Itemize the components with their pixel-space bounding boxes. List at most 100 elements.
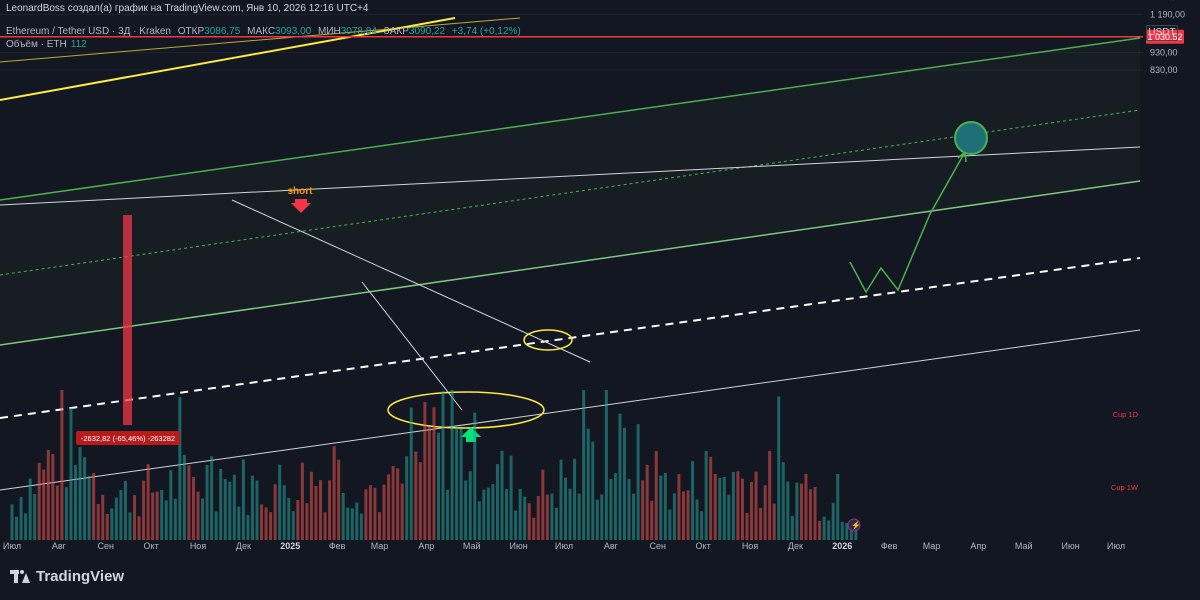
volume-bar bbox=[595, 499, 599, 540]
volume-bar bbox=[532, 517, 536, 540]
close-label: ЗАКР bbox=[383, 26, 409, 37]
volume-bar bbox=[37, 462, 41, 540]
volume-bar bbox=[418, 462, 422, 540]
channel-fill bbox=[0, 38, 1140, 345]
volume-bar bbox=[377, 512, 381, 540]
time-axis: Июл Авг Сен Окт Ноя Дек 2025 Фев Мар Апр Май Июн Июл… bbox=[3, 541, 1125, 551]
volume-bar bbox=[545, 494, 549, 540]
volume-bar bbox=[78, 447, 82, 540]
volume-bar bbox=[350, 508, 354, 540]
volume-bar bbox=[659, 475, 663, 540]
volume-bars bbox=[10, 390, 858, 540]
volume-bar bbox=[686, 490, 690, 540]
volume-bar bbox=[609, 478, 613, 540]
time-tick-label: Фев bbox=[329, 541, 346, 551]
lightning-icon[interactable] bbox=[847, 518, 861, 532]
volume-bar bbox=[332, 446, 336, 540]
volume-bar bbox=[232, 474, 236, 540]
volume-bar bbox=[346, 507, 350, 540]
time-tick-label: Июл bbox=[3, 541, 21, 551]
volume-bar bbox=[214, 511, 218, 540]
buy-arrow-icon bbox=[461, 427, 481, 442]
volume-bar bbox=[722, 476, 726, 540]
brand-name: TradingView bbox=[36, 568, 125, 585]
yellow-trendline-thin bbox=[0, 17, 521, 63]
volume-bar bbox=[554, 507, 558, 540]
volume-bar bbox=[105, 513, 109, 540]
drawings bbox=[0, 17, 1141, 491]
volume-bar bbox=[33, 494, 37, 540]
volume-bar bbox=[269, 512, 273, 540]
symbol-legend[interactable]: Ethereum / Tether USD · 3Д · Kraken ОТКР… bbox=[6, 26, 521, 37]
volume-bar bbox=[781, 462, 785, 540]
footer: TradingView bbox=[0, 558, 1200, 600]
volume-bar bbox=[455, 427, 459, 540]
time-tick-label: Дек bbox=[788, 541, 803, 551]
volume-bar bbox=[636, 424, 640, 540]
volume-bar bbox=[586, 428, 590, 540]
symbol-name[interactable]: Ethereum / Tether USD · 3Д · Kraken bbox=[6, 26, 171, 37]
volume-bar bbox=[740, 478, 744, 540]
volume-bar bbox=[364, 489, 368, 540]
volume-bar bbox=[482, 489, 486, 540]
price-tick-label: 830,00 bbox=[1150, 65, 1178, 75]
volume-bar bbox=[173, 498, 177, 540]
volume-bar bbox=[368, 485, 372, 540]
time-tick-label: Июн bbox=[510, 541, 528, 551]
volume-bar bbox=[10, 504, 14, 540]
volume-bar bbox=[427, 426, 431, 540]
volume-bar bbox=[750, 481, 754, 540]
volume-bar bbox=[759, 507, 763, 540]
volume-bar bbox=[237, 506, 241, 540]
volume-bar bbox=[309, 471, 313, 540]
volume-bar bbox=[709, 456, 713, 540]
time-tick-label: Июл bbox=[555, 541, 573, 551]
volume-bar bbox=[142, 480, 146, 540]
volume-bar bbox=[650, 500, 654, 540]
volume-value: 112 bbox=[70, 39, 87, 50]
volume-bar bbox=[813, 486, 817, 540]
volume-bar bbox=[28, 478, 32, 540]
volume-bar bbox=[42, 469, 46, 540]
currency-button[interactable]: USDT bbox=[1146, 25, 1178, 41]
volume-bar bbox=[423, 401, 427, 540]
volume-bar bbox=[645, 464, 649, 540]
volume-bar bbox=[182, 454, 186, 540]
volume-bar bbox=[291, 511, 295, 540]
volume-bar bbox=[264, 507, 268, 540]
volume-bar bbox=[432, 407, 436, 540]
volume-bar bbox=[468, 471, 472, 540]
volume-bar bbox=[328, 480, 332, 540]
volume-bar bbox=[387, 474, 391, 540]
tradingview-logo[interactable]: TradingView bbox=[10, 568, 124, 585]
volume-bar bbox=[564, 477, 568, 540]
short-label: short bbox=[288, 186, 314, 197]
volume-bar bbox=[314, 485, 318, 540]
volume-bar bbox=[146, 464, 150, 540]
volume-bar bbox=[228, 481, 232, 540]
volume-bar bbox=[754, 471, 758, 540]
time-tick-label: Мар bbox=[371, 541, 389, 551]
volume-bar bbox=[110, 508, 114, 540]
volume-bar bbox=[196, 491, 200, 540]
annotations: short -2632,82 (-65,46%) -263282 Сup 1D Сup… bbox=[76, 186, 1139, 492]
volume-bar bbox=[169, 470, 173, 540]
volume-legend[interactable]: Объём · ETH 112 bbox=[6, 39, 87, 50]
volume-bar bbox=[373, 487, 377, 540]
volume-bar bbox=[790, 515, 794, 540]
volume-bar bbox=[64, 487, 68, 540]
volume-bar bbox=[273, 484, 277, 540]
cup-1d-label: Сup 1D bbox=[1113, 410, 1139, 419]
volume-bar bbox=[681, 491, 685, 540]
low-label: МИН bbox=[317, 26, 341, 37]
volume-bar bbox=[713, 473, 717, 540]
volume-bar bbox=[727, 494, 731, 540]
volume-bar bbox=[123, 481, 127, 540]
volume-bar bbox=[613, 473, 617, 540]
volume-bar bbox=[600, 494, 604, 540]
volume-bar bbox=[300, 462, 304, 540]
volume-bar bbox=[582, 390, 586, 540]
time-tick-label: Окт bbox=[696, 541, 711, 551]
volume-bar bbox=[518, 488, 522, 540]
